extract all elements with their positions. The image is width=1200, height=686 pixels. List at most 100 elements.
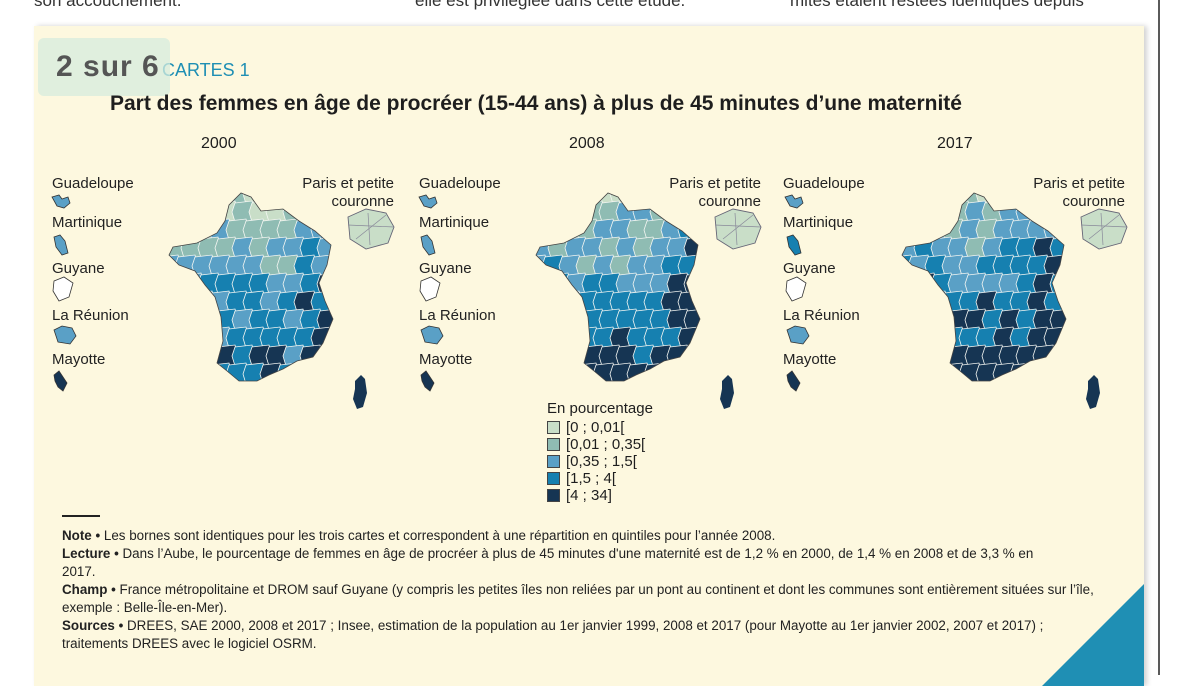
department-cell: [536, 218, 549, 241]
paris-inset-border: [347, 224, 395, 228]
label-martinique-2008: Martinique: [419, 214, 490, 231]
top-text-1: son accouchement.: [34, 0, 182, 10]
lecture-line: Lecture • Dans l’Aube, le pourcentage de…: [62, 545, 1042, 581]
department-cell: [197, 200, 222, 223]
department-cell: [547, 344, 572, 367]
department-cell: [902, 308, 921, 331]
department-cell: [902, 362, 915, 381]
mayotte-inset: [53, 370, 68, 392]
department-cell: [975, 362, 1000, 381]
department-cell: [1043, 326, 1066, 349]
guadeloupe-inset: [784, 194, 804, 209]
corsica: [353, 375, 367, 409]
department-cell: [907, 362, 932, 381]
reunion-inset: [420, 325, 444, 345]
label-reunion-2000: La Réunion: [52, 307, 129, 324]
department-cell: [293, 362, 318, 381]
department-cell: [1043, 254, 1066, 277]
department-cell: [1049, 236, 1066, 259]
department-cell: [316, 272, 333, 295]
department-cell: [941, 193, 966, 205]
label-guyane-2017: Guyane: [783, 260, 836, 277]
legend-swatch-5: [547, 489, 560, 502]
department-cell: [316, 236, 333, 259]
department-cell: [169, 290, 182, 313]
department-cell: [536, 200, 555, 223]
department-cell: [677, 218, 700, 241]
department-cell: [564, 308, 589, 331]
department-cell: [242, 193, 267, 205]
department-cell: [902, 272, 921, 295]
paris-inset-border: [355, 214, 387, 240]
department-cell: [191, 362, 216, 381]
paris-inset-border: [1088, 214, 1120, 240]
figure-title: Part des femmes en âge de procréer (15-4…: [110, 92, 962, 115]
legend-row-5: [4 ; 34]: [547, 487, 653, 504]
label-paris-2000: Paris et petite couronne: [302, 175, 394, 210]
department-cell: [930, 308, 955, 331]
department-cell: [902, 290, 915, 313]
legend-label-4: [1,5 ; 4[: [566, 470, 617, 487]
notes-rule: [62, 515, 100, 517]
figure-label: CARTES 1: [162, 60, 250, 80]
department-cell: [536, 193, 549, 205]
page-edge: [1158, 0, 1160, 675]
department-cell: [169, 272, 188, 295]
department-cell: [310, 362, 333, 381]
legend-label-5: [4 ; 34]: [566, 487, 612, 504]
legend-row-2: [0,01 ; 0,35[: [547, 436, 653, 453]
label-paris-2008: Paris et petite couronne: [669, 175, 761, 210]
legend-swatch-3: [547, 455, 560, 468]
department-cell: [683, 344, 700, 367]
department-cell: [310, 326, 333, 349]
department-cell: [907, 290, 932, 313]
department-cell: [541, 362, 566, 381]
note-label: Note •: [62, 528, 101, 543]
sources-label: Sources •: [62, 618, 124, 633]
department-cell: [924, 193, 949, 205]
department-cell: [913, 308, 938, 331]
department-cell: [197, 308, 222, 331]
department-cell: [536, 344, 555, 367]
label-mayotte-2000: Mayotte: [52, 351, 106, 368]
guadeloupe-inset: [418, 194, 438, 209]
department-cell: [541, 326, 566, 349]
label-reunion-2008: La Réunion: [419, 307, 496, 324]
department-cell: [902, 200, 921, 223]
guyane-inset: [52, 276, 74, 302]
champ-text: France métropolitaine et DROM sauf Guyan…: [62, 582, 1094, 615]
department-cell: [536, 326, 549, 349]
legend-swatch-2: [547, 438, 560, 451]
reunion-inset: [786, 325, 810, 345]
label-guadeloupe-2008: Guadeloupe: [419, 175, 501, 192]
department-cell: [310, 254, 333, 277]
paris-inset: [347, 208, 395, 250]
department-cell: [609, 193, 634, 205]
paris-inset-border: [722, 214, 754, 240]
department-cell: [558, 290, 583, 313]
department-cell: [169, 344, 188, 367]
department-cell: [174, 193, 199, 205]
department-cell: [541, 193, 566, 205]
department-cell: [169, 308, 188, 331]
label-guadeloupe-2017: Guadeloupe: [783, 175, 865, 192]
department-cell: [907, 193, 932, 205]
department-cell: [536, 362, 549, 381]
year-2017: 2017: [937, 135, 973, 152]
department-cell: [191, 290, 216, 313]
department-cell: [902, 344, 921, 367]
department-cell: [677, 362, 700, 381]
department-cell: [536, 308, 555, 331]
guyane-inset: [419, 276, 441, 302]
champ-line: Champ • France métropolitaine et DROM sa…: [62, 581, 1122, 617]
department-cell: [547, 200, 572, 223]
page-indicator[interactable]: 2 sur 6: [38, 38, 170, 96]
lecture-label: Lecture •: [62, 546, 119, 561]
france-outline: [535, 192, 701, 382]
legend-row-4: [1,5 ; 4[: [547, 470, 653, 487]
department-cell: [174, 290, 199, 313]
label-martinique-2017: Martinique: [783, 214, 854, 231]
legend-swatch-4: [547, 472, 560, 485]
department-cell: [902, 193, 915, 205]
department-cell: [169, 193, 182, 205]
